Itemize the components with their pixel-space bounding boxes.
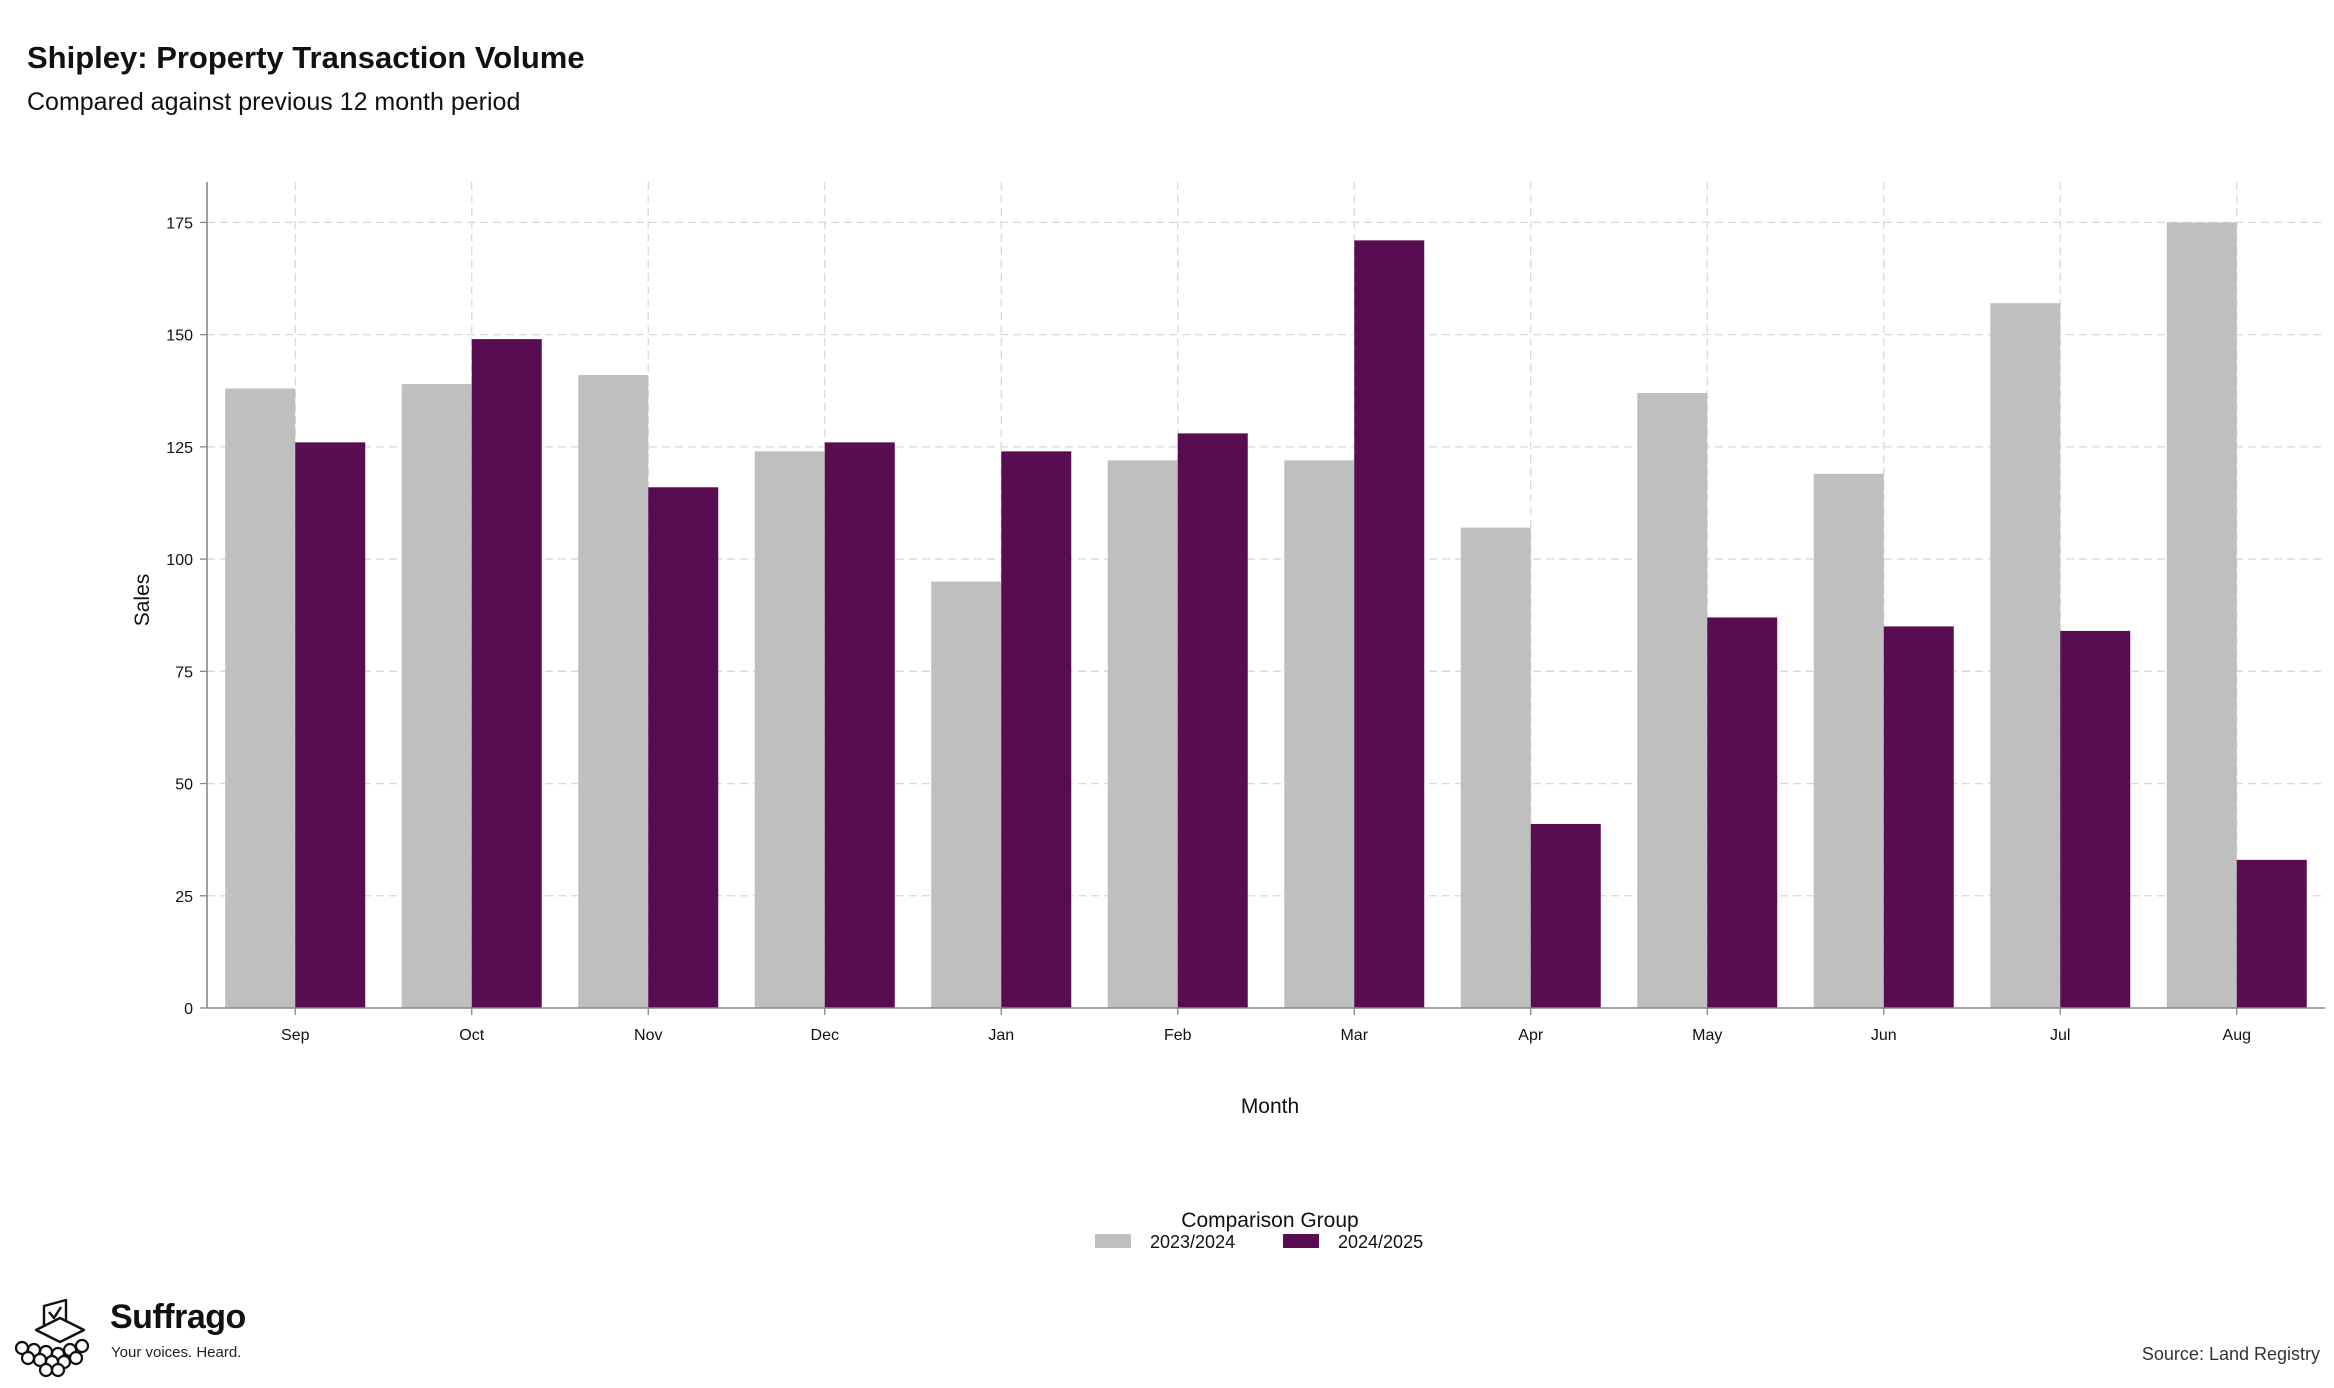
x-tick-label: Nov (634, 1027, 662, 1044)
bar-2023-2024-sep (225, 388, 296, 1008)
bar-2023-2024-feb (1107, 460, 1178, 1009)
bar-2024-2025-feb (1177, 433, 1248, 1008)
legend-swatch (1095, 1234, 1131, 1248)
x-tick-label: Jun (1871, 1027, 1897, 1044)
x-tick-label: Jan (988, 1027, 1014, 1044)
legend-title: Comparison Group (1181, 1209, 1358, 1232)
x-tick-label: Dec (811, 1027, 839, 1044)
y-tick-label: 100 (166, 552, 193, 569)
x-tick-label: Oct (459, 1027, 484, 1044)
y-tick-label: 75 (175, 664, 193, 681)
x-tick-label: Aug (2223, 1027, 2251, 1044)
bar-2023-2024-apr (1460, 527, 1531, 1008)
brand-name: Suffrago (110, 1298, 246, 1336)
y-tick-label: 0 (184, 1001, 193, 1018)
bar-2024-2025-may (1707, 617, 1778, 1008)
bar-2023-2024-oct (401, 384, 472, 1008)
bar-2024-2025-sep (295, 442, 366, 1008)
brand-logo: Suffrago Your voices. Heard. (14, 1298, 274, 1378)
bar-2023-2024-may (1637, 392, 1708, 1008)
bar-2024-2025-oct (471, 339, 542, 1008)
source-note: Source: Land Registry (2141, 1344, 2320, 1364)
x-axis-title: Month (1241, 1095, 1299, 1118)
y-tick-label: 125 (166, 440, 193, 457)
bar-2023-2024-mar (1284, 460, 1355, 1009)
bar-2024-2025-apr (1530, 823, 1601, 1008)
x-tick-label: Feb (1164, 1027, 1192, 1044)
bar-2024-2025-jul (2060, 630, 2131, 1008)
bar-2023-2024-jan (931, 581, 1002, 1008)
x-tick-label: Jul (2050, 1027, 2070, 1044)
bar-2024-2025-dec (824, 442, 895, 1008)
bars (225, 222, 2307, 1009)
y-tick-label: 25 (175, 889, 193, 906)
x-tick-label: Apr (1518, 1027, 1544, 1044)
chart-title: Shipley: Property Transaction Volume (27, 40, 585, 75)
bar-2023-2024-jun (1813, 473, 1884, 1009)
axes (200, 182, 2325, 1015)
bar-2023-2024-nov (578, 375, 649, 1009)
legend-label: 2024/2025 (1338, 1232, 1423, 1252)
y-tick-label: 175 (166, 215, 193, 232)
y-tick-label: 150 (166, 328, 193, 345)
bar-2024-2025-nov (648, 487, 719, 1008)
bar-2023-2024-dec (754, 451, 825, 1008)
legend-swatch (1283, 1234, 1319, 1248)
legend: Comparison Group 2023/2024 2024/2025 (1095, 1209, 1423, 1252)
y-tick-label: 50 (175, 777, 193, 794)
x-tick-label: May (1692, 1027, 1722, 1044)
bar-2024-2025-mar (1354, 240, 1425, 1008)
bar-2024-2025-jan (1001, 451, 1072, 1008)
x-tick-label: Mar (1340, 1027, 1368, 1044)
bar-2024-2025-jun (1883, 626, 1954, 1008)
bar-2023-2024-aug (2166, 222, 2237, 1009)
legend-label: 2023/2024 (1150, 1232, 1235, 1252)
tick-labels: 0 25 50 75 100 125 150 175 Sep Oct Nov Dec Jan Feb Mar… (166, 215, 2251, 1044)
bar-2024-2025-aug (2236, 859, 2307, 1008)
ballot-box-icon (14, 1298, 90, 1378)
chart-subtitle: Compared against previous 12 month perio… (27, 88, 521, 116)
bar-2023-2024-jul (1990, 303, 2061, 1008)
x-tick-label: Sep (281, 1027, 310, 1044)
brand-tagline: Your voices. Heard. (111, 1344, 242, 1361)
y-axis-title: Sales (131, 574, 154, 627)
